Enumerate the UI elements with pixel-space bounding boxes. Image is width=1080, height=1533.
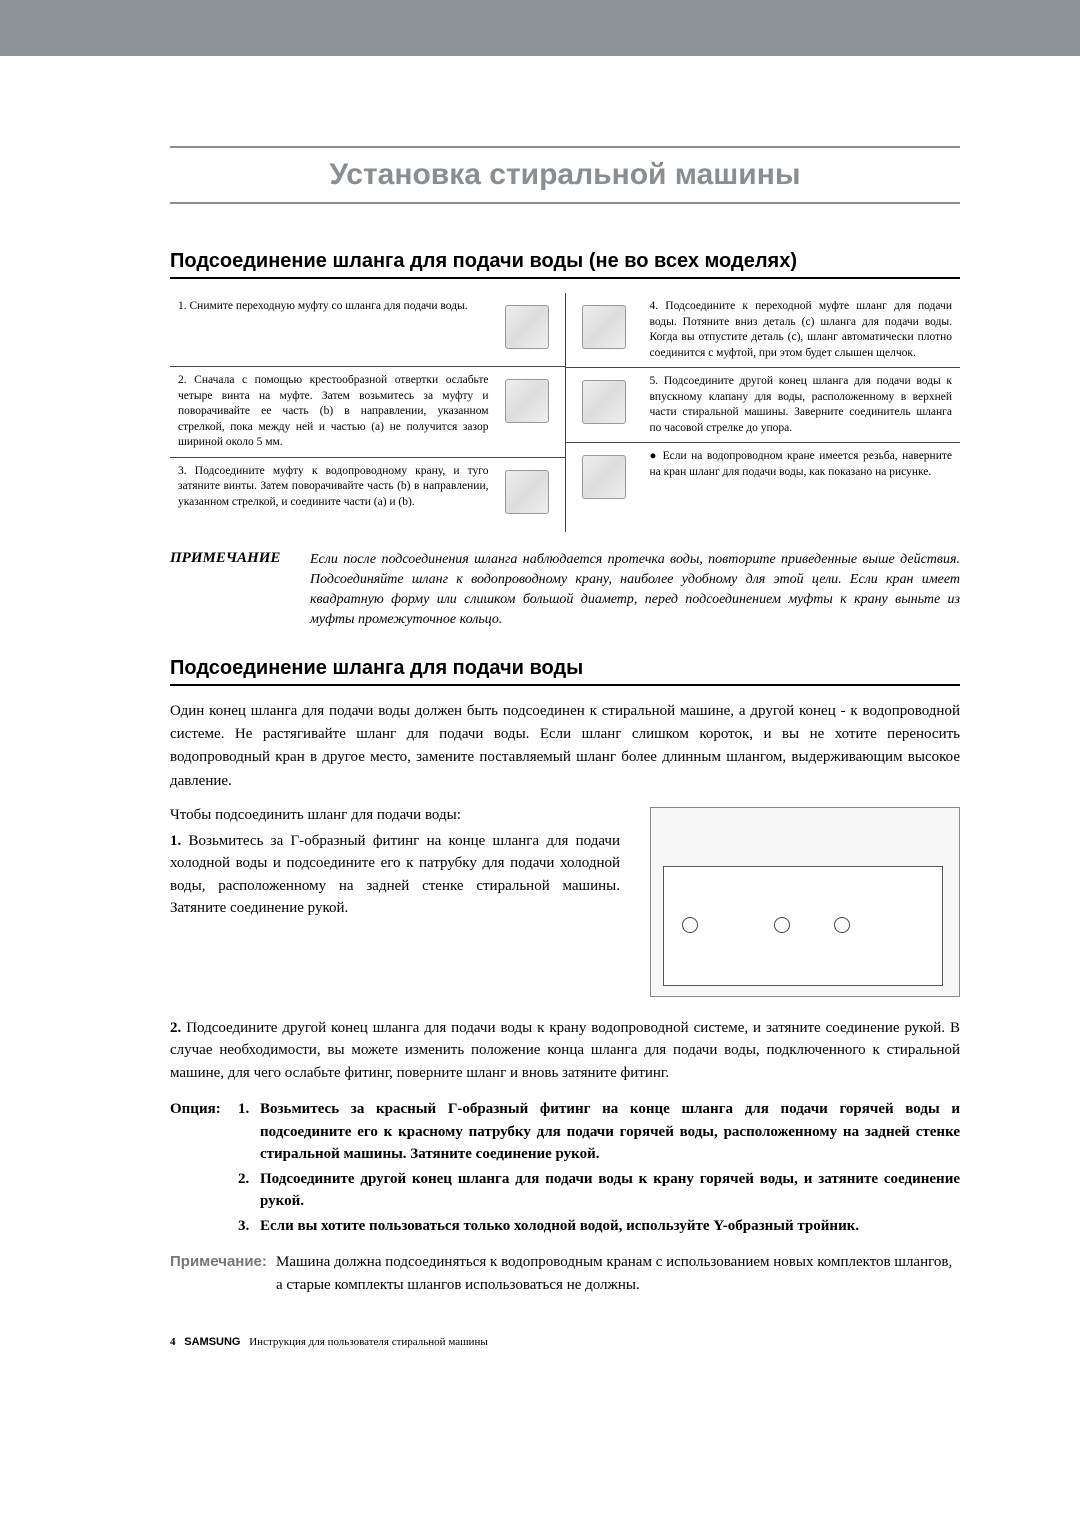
note1-block: ПРИМЕЧАНИЕ Если после подсоединения шлан… <box>170 550 960 631</box>
top-bar <box>0 0 1080 56</box>
note1-text: Если после подсоединения шланга наблюдае… <box>310 550 960 631</box>
step-text: ● Если на водопроводном кране имеется ре… <box>642 449 953 480</box>
page-number: 4 <box>170 1336 176 1348</box>
port-icon <box>774 917 790 933</box>
connect-section: Чтобы подсоединить шланг для подачи воды… <box>170 807 960 997</box>
note2-text: Машина должна подсоединяться к водопрово… <box>276 1251 960 1296</box>
steps-col-left: 1. Снимите переходную муфту со шланга дл… <box>170 293 566 532</box>
step-row: ● Если на водопроводном кране имеется ре… <box>566 443 961 517</box>
option-number: 3. <box>238 1215 260 1238</box>
option2-text: Подсоедините другой конец шланга для под… <box>260 1168 960 1213</box>
step-number: 1. <box>170 833 181 849</box>
screw-icon <box>497 373 557 429</box>
port-icon <box>682 917 698 933</box>
footer-text: Инструкция для пользователя стиральной м… <box>249 1336 487 1348</box>
option-number: 1. <box>238 1098 260 1166</box>
footer: 4 SAMSUNG Инструкция для пользователя ст… <box>170 1336 960 1348</box>
option-line: Опция: 1. Возьмитесь за красный Г-образн… <box>170 1098 960 1166</box>
note2-block: Примечание: Машина должна подсоединяться… <box>170 1251 960 1296</box>
section2-para: Один конец шланга для подачи воды должен… <box>170 700 960 793</box>
option-spacer <box>170 1215 238 1238</box>
valve-icon <box>574 374 634 430</box>
step-row: 5. Подсоедините другой конец шланга для … <box>566 368 961 443</box>
main-title: Установка стиральной машины <box>170 146 960 204</box>
washing-machine-diagram <box>650 807 960 997</box>
hose-connect-icon <box>574 299 634 355</box>
step-text: 5. Подсоедините другой конец шланга для … <box>642 374 953 436</box>
option-spacer <box>170 1168 238 1213</box>
option-line: 3. Если вы хотите пользоваться только хо… <box>170 1215 960 1238</box>
option1-text: Возьмитесь за красный Г-образный фитинг … <box>260 1098 960 1166</box>
faucet-icon <box>497 464 557 520</box>
steps-grid: 1. Снимите переходную муфту со шланга дл… <box>170 293 960 532</box>
step1-text: Возьмитесь за Г-образный фитинг на конце… <box>170 833 620 917</box>
steps-col-right: 4. Подсоедините к переходной муфте шланг… <box>566 293 961 532</box>
step-text: 2. Сначала с помощью крестообразной отве… <box>178 373 489 451</box>
step-row: 2. Сначала с помощью крестообразной отве… <box>170 367 565 458</box>
section1-title: Подсоединение шланга для подачи воды (не… <box>170 250 960 279</box>
machine-back-panel <box>663 866 943 986</box>
step2-text: Подсоедините другой конец шланга для под… <box>170 1020 960 1081</box>
port-icon <box>834 917 850 933</box>
thread-icon <box>574 449 634 505</box>
page-content: Установка стиральной машины Подсоединени… <box>0 56 1080 1388</box>
option-line: 2. Подсоедините другой конец шланга для … <box>170 1168 960 1213</box>
adapter-icon <box>497 299 557 355</box>
step-row: 3. Подсоедините муфту к водопроводному к… <box>170 458 565 532</box>
section1-title-suffix: (не во всех моделях) <box>589 250 797 272</box>
option-label: Опция: <box>170 1098 238 1166</box>
connect-step2: 2. Подсоедините другой конец шланга для … <box>170 1017 960 1085</box>
option-block: Опция: 1. Возьмитесь за красный Г-образн… <box>170 1098 960 1237</box>
connect-text: Чтобы подсоединить шланг для подачи воды… <box>170 807 620 997</box>
option3-text: Если вы хотите пользоваться только холод… <box>260 1215 960 1238</box>
step-number: 2. <box>170 1020 181 1036</box>
section1-title-main: Подсоединение шланга для подачи воды <box>170 250 583 272</box>
section2-title: Подсоединение шланга для подачи воды <box>170 657 960 686</box>
step-row: 1. Снимите переходную муфту со шланга дл… <box>170 293 565 367</box>
note2-label: Примечание: <box>170 1251 276 1274</box>
connect-step1: 1. Возьмитесь за Г-образный фитинг на ко… <box>170 830 620 920</box>
option-number: 2. <box>238 1168 260 1213</box>
step-row: 4. Подсоедините к переходной муфте шланг… <box>566 293 961 368</box>
step-text: 4. Подсоедините к переходной муфте шланг… <box>642 299 953 361</box>
step-text: 3. Подсоедините муфту к водопроводному к… <box>178 464 489 511</box>
note1-label: ПРИМЕЧАНИЕ <box>170 550 310 567</box>
brand-name: SAMSUNG <box>184 1336 240 1348</box>
connect-intro: Чтобы подсоединить шланг для подачи воды… <box>170 807 620 824</box>
step-text: 1. Снимите переходную муфту со шланга дл… <box>178 299 489 315</box>
